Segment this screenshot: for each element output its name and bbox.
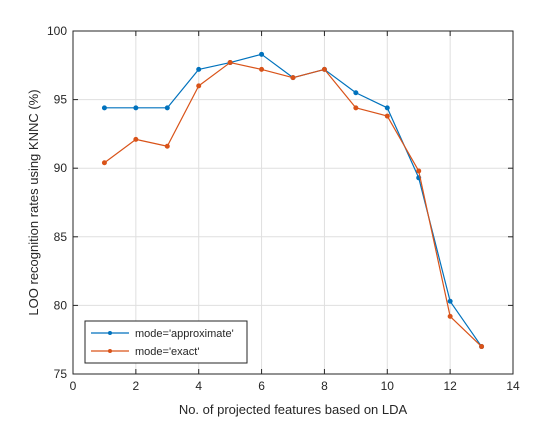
series-layer — [101, 51, 485, 350]
x-tick-label: 6 — [258, 379, 265, 393]
y-tick-label: 95 — [54, 93, 68, 107]
data-point — [227, 60, 233, 66]
plot-area-box — [72, 30, 514, 375]
legend-label: mode='exact' — [135, 346, 199, 358]
data-point — [384, 105, 390, 111]
x-tick-label: 8 — [321, 379, 328, 393]
legend-swatch-marker — [108, 349, 112, 353]
x-tick-label: 0 — [70, 379, 77, 393]
legend: mode='approximate' mode='exact' — [84, 320, 248, 364]
x-tick-label: 12 — [443, 379, 457, 393]
data-point — [353, 105, 359, 111]
data-point — [196, 66, 202, 72]
y-tick-label: 90 — [54, 161, 68, 175]
data-point — [101, 105, 107, 111]
data-point — [384, 113, 390, 119]
data-point — [259, 66, 265, 72]
x-tick-label: 2 — [133, 379, 140, 393]
data-point — [164, 143, 170, 149]
data-point — [416, 168, 422, 174]
legend-swatch-marker — [108, 331, 112, 335]
data-point — [353, 90, 359, 96]
data-point — [133, 136, 139, 142]
y-tick-label: 80 — [54, 298, 68, 312]
legend-entry: mode='approximate' — [91, 328, 234, 340]
y-tick-label: 100 — [47, 24, 67, 38]
data-point — [479, 344, 485, 350]
y-tick-label: 85 — [54, 230, 68, 244]
data-point — [447, 298, 453, 304]
tick-layer: 0 2 4 6 8 10 12 14 75 80 85 90 95 100 — [47, 24, 520, 393]
x-tick-label: 14 — [506, 379, 520, 393]
data-point — [164, 105, 170, 111]
data-point — [196, 83, 202, 89]
x-tick-label: 10 — [381, 379, 395, 393]
legend-entry: mode='exact' — [91, 346, 199, 358]
data-point — [290, 75, 296, 81]
x-tick-label: 4 — [195, 379, 202, 393]
legend-box — [84, 320, 248, 364]
series-2 — [101, 60, 485, 350]
data-point — [101, 160, 107, 166]
x-axis-label: No. of projected features based on LDA — [179, 402, 408, 417]
data-point — [133, 105, 139, 111]
legend-label: mode='approximate' — [135, 328, 234, 340]
data-point — [259, 51, 265, 57]
y-axis-label: LOO recognition rates using KNNC (%) — [26, 89, 41, 315]
y-tick-label: 75 — [54, 367, 68, 381]
data-point — [321, 66, 327, 72]
data-point — [447, 313, 453, 319]
